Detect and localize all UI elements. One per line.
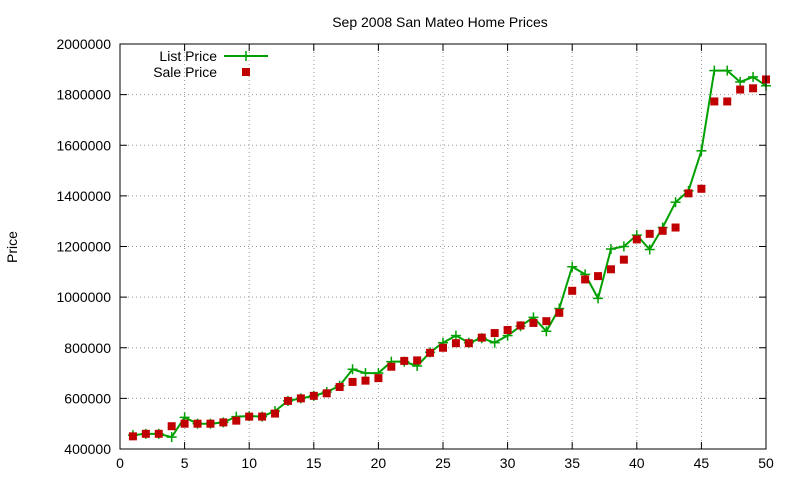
sale-price-point xyxy=(128,432,137,441)
sale-price-point xyxy=(606,265,615,274)
sale-price-point xyxy=(413,356,422,365)
y-tick-label: 1200000 xyxy=(56,239,111,255)
sale-price-point xyxy=(671,223,680,232)
sale-price-point xyxy=(335,382,344,391)
sale-price-point xyxy=(645,229,654,238)
sale-price-point xyxy=(154,429,163,438)
sale-price-point xyxy=(141,429,150,438)
sale-price-point xyxy=(322,389,331,398)
legend-square-swatch xyxy=(242,68,250,76)
legend-cross-swatch xyxy=(241,51,251,61)
sale-price-point xyxy=(516,321,525,330)
sale-price-point xyxy=(258,412,267,421)
sale-price-point xyxy=(167,422,176,431)
x-tick-label: 50 xyxy=(758,455,774,471)
y-axis-label: Price xyxy=(4,231,20,263)
sale-price-point xyxy=(555,308,564,317)
sale-price-point xyxy=(271,409,280,418)
y-tick-label: 1800000 xyxy=(56,87,111,103)
legend-label: List Price xyxy=(159,48,217,64)
sale-price-point xyxy=(749,84,758,93)
sale-price-point xyxy=(206,419,215,428)
sale-price-point xyxy=(529,318,538,327)
sale-price-point xyxy=(684,189,693,198)
list-price-point xyxy=(450,330,461,341)
list-price-point xyxy=(489,337,500,348)
sale-price-point xyxy=(348,377,357,386)
list-price-point xyxy=(735,76,746,87)
list-price-point xyxy=(166,432,177,443)
x-tick-label: 35 xyxy=(564,455,580,471)
x-tick-label: 10 xyxy=(241,455,257,471)
sale-price-point xyxy=(374,374,383,383)
chart-title: Sep 2008 San Mateo Home Prices xyxy=(332,14,548,30)
sale-price-point xyxy=(296,394,305,403)
y-tick-label: 600000 xyxy=(64,390,111,406)
sale-price-point xyxy=(658,226,667,235)
sale-price-point xyxy=(283,396,292,405)
list-price-point xyxy=(709,65,720,76)
axis-ticks: 0 5 10 15 20 25 30 35 40 45 50 400000 600000 800000 10… xyxy=(56,36,774,471)
sale-price-point xyxy=(219,418,228,427)
sale-price-point xyxy=(245,412,254,421)
sale-price-point xyxy=(710,97,719,106)
sale-price-point xyxy=(736,85,745,94)
list-price-point xyxy=(748,71,759,82)
sale-price-point xyxy=(400,356,409,365)
y-tick-label: 2000000 xyxy=(56,36,111,52)
list-price-line xyxy=(132,69,767,439)
x-tick-label: 15 xyxy=(306,455,322,471)
x-tick-label: 40 xyxy=(629,455,645,471)
y-tick-label: 1000000 xyxy=(56,289,111,305)
x-tick-label: 20 xyxy=(371,455,387,471)
sale-price-point xyxy=(490,329,499,338)
sale-price-point xyxy=(309,391,318,400)
y-tick-label: 1400000 xyxy=(56,188,111,204)
y-tick-label: 800000 xyxy=(64,340,111,356)
sale-price-point xyxy=(594,272,603,281)
data-series xyxy=(127,65,771,443)
sale-price-point xyxy=(361,376,370,385)
sale-price-point xyxy=(542,317,551,326)
x-tick-label: 45 xyxy=(694,455,710,471)
sale-price-point xyxy=(464,339,473,348)
list-price-point xyxy=(593,293,604,304)
sale-price-point xyxy=(477,333,486,342)
sale-price-point xyxy=(581,275,590,284)
sale-price-point xyxy=(426,348,435,357)
grid-lines xyxy=(120,44,766,449)
x-tick-label: 0 xyxy=(116,455,124,471)
sale-price-point xyxy=(387,362,396,371)
sale-price-point xyxy=(619,255,628,264)
list-price-point xyxy=(644,244,655,255)
sale-price-point xyxy=(451,339,460,348)
sale-price-point xyxy=(439,343,447,352)
sale-price-point xyxy=(723,97,732,106)
sale-price-point xyxy=(632,235,641,244)
list-price-point xyxy=(722,65,733,76)
list-price-point xyxy=(541,326,552,337)
y-tick-label: 400000 xyxy=(64,441,111,457)
list-price-point xyxy=(670,197,681,208)
list-price-point xyxy=(360,368,371,379)
list-price-point xyxy=(618,241,629,252)
sale-price-point xyxy=(193,419,202,428)
sale-price-point xyxy=(503,326,512,335)
list-price-point xyxy=(567,261,578,272)
legend-label: Sale Price xyxy=(153,64,217,80)
sale-price-point xyxy=(180,419,189,428)
sale-price-point xyxy=(697,184,706,193)
y-tick-label: 1600000 xyxy=(56,137,111,153)
sale-price-point xyxy=(232,416,241,425)
list-price-point xyxy=(696,145,707,156)
plot-frame xyxy=(119,43,767,450)
x-tick-label: 30 xyxy=(500,455,516,471)
list-price-point xyxy=(605,244,616,255)
x-tick-label: 25 xyxy=(435,455,451,471)
list-price-point xyxy=(347,364,358,375)
x-tick-label: 5 xyxy=(181,455,189,471)
sale-price-point xyxy=(568,286,577,295)
